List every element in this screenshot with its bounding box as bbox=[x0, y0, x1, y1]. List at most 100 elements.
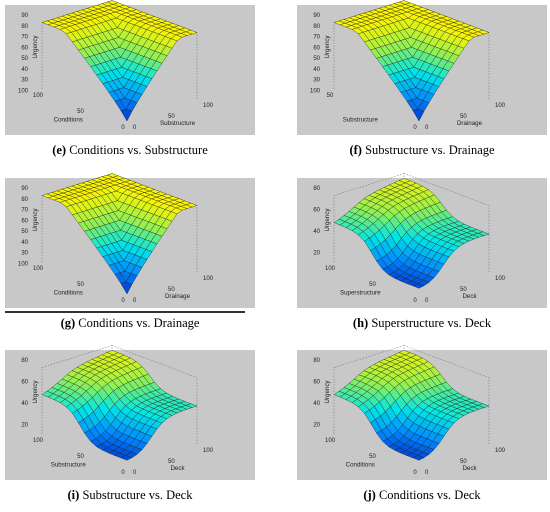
z-tick-label: 100 bbox=[18, 88, 29, 94]
surface-plot: 80 60 40 20 Urgency 100 50 0 Substructure 0 50 100 D… bbox=[5, 345, 255, 480]
surface-mesh bbox=[41, 0, 198, 122]
y-tick-label: 0 bbox=[425, 125, 429, 131]
caption: (e) Conditions vs. Substructure bbox=[5, 143, 255, 158]
x-axis-title: Superstructure bbox=[340, 289, 381, 296]
box-edge bbox=[403, 345, 490, 378]
x-axis-title: Substructure bbox=[51, 461, 87, 468]
surface-plot: 80 60 40 20 Urgency 100 50 0 Conditions 0 50 100 Dec… bbox=[297, 345, 547, 480]
z-axis: 90 80 70 60 50 40 30 100 Urgency bbox=[18, 186, 39, 267]
z-tick-label: 60 bbox=[21, 380, 28, 386]
x-axis-title: Substructure bbox=[343, 116, 379, 123]
x-tick-label: 50 bbox=[77, 282, 84, 288]
surface-svg: 80604020Urgency100500Superstructure05010… bbox=[313, 173, 506, 304]
z-tick-label: 80 bbox=[21, 358, 28, 364]
caption: (j) Conditions vs. Deck bbox=[297, 488, 547, 503]
z-axis-title: Urgency bbox=[32, 380, 39, 404]
z-tick-label: 80 bbox=[21, 24, 28, 30]
surface-mesh bbox=[41, 173, 198, 295]
y-axis: 0 50 100 Drainage bbox=[425, 103, 506, 131]
z-tick-label: 20 bbox=[21, 423, 28, 429]
y-tick-label: 100 bbox=[495, 103, 506, 109]
z-axis: 90 80 70 60 50 40 30 100 Urgency bbox=[310, 13, 331, 94]
y-axis-title: Deck bbox=[462, 293, 477, 300]
y-axis: 0 50 100 Deck bbox=[425, 448, 506, 476]
y-tick-label: 50 bbox=[168, 287, 175, 293]
surface-patch bbox=[412, 455, 425, 461]
z-axis: 80 60 40 20 Urgency bbox=[313, 358, 331, 429]
surface-plot: 90 80 70 60 50 40 30 100 Urgency 100 50 0 Conditions… bbox=[5, 173, 255, 308]
caption-text: Conditions vs. Drainage bbox=[78, 316, 200, 330]
surface-svg: 80 60 40 20 Urgency 100 50 0 Substructure 0 50 100 D… bbox=[21, 345, 214, 476]
y-tick-label: 100 bbox=[203, 276, 214, 282]
z-tick-label: 90 bbox=[21, 186, 28, 192]
y-axis: 0 50 100 Substructure bbox=[133, 103, 214, 131]
panel-j: 80 60 40 20 Urgency 100 50 0 Conditions 0 50 100 Dec… bbox=[297, 345, 547, 510]
z-tick-label: 30 bbox=[313, 78, 320, 84]
surface-patch bbox=[120, 108, 133, 122]
z-axis-title: Urgency bbox=[32, 35, 39, 59]
caption-text: Conditions vs. Deck bbox=[378, 488, 481, 502]
z-tick-label: 30 bbox=[21, 251, 28, 257]
caption: (g) Conditions vs. Drainage bbox=[5, 316, 255, 331]
caption: (h) Superstructure vs. Deck bbox=[297, 316, 547, 331]
x-tick-label: 0 bbox=[413, 125, 417, 131]
x-axis: 100 50 0 Conditions bbox=[33, 93, 125, 131]
z-axis: 80 60 40 20 Urgency bbox=[21, 358, 39, 429]
z-tick-label: 40 bbox=[313, 67, 320, 73]
box-edge bbox=[41, 345, 113, 368]
y-tick-label: 100 bbox=[203, 103, 214, 109]
caption-text: Superstructure vs. Deck bbox=[371, 316, 492, 330]
surface-mesh bbox=[333, 350, 490, 461]
z-axis-title: Urgency bbox=[324, 208, 331, 232]
surface-plot: 90 80 70 60 50 40 30 100 Urgency 50 0 Substructure 0… bbox=[297, 0, 547, 135]
surface-patch bbox=[120, 281, 133, 295]
surface-plot: 90 80 70 60 50 40 30 100 Urgency 100 50 0 Conditions… bbox=[5, 0, 255, 135]
y-tick-label: 0 bbox=[425, 298, 429, 304]
y-tick-label: 0 bbox=[133, 298, 137, 304]
z-tick-label: 50 bbox=[21, 229, 28, 235]
z-tick-label: 50 bbox=[313, 56, 320, 62]
x-axis: 100 50 0 Conditions bbox=[325, 438, 417, 476]
surface-svg: 90 80 70 60 50 40 30 100 Urgency 100 50 0 Conditions… bbox=[18, 173, 214, 304]
z-axis: 90 80 70 60 50 40 30 100 Urgency bbox=[18, 13, 39, 94]
z-tick-label: 80 bbox=[21, 197, 28, 203]
surface-svg: 90 80 70 60 50 40 30 100 Urgency 50 0 Substructure 0… bbox=[310, 0, 506, 131]
y-tick-label: 0 bbox=[425, 470, 429, 476]
panel-i: 80 60 40 20 Urgency 100 50 0 Substructure 0 50 100 D… bbox=[5, 345, 255, 510]
x-tick-label: 50 bbox=[369, 282, 376, 288]
z-tick-label: 80 bbox=[313, 24, 320, 30]
z-tick-label: 80 bbox=[313, 186, 320, 192]
y-axis: 0 50 100 Deck bbox=[425, 276, 506, 304]
caption-text: Substructure vs. Deck bbox=[82, 488, 193, 502]
caption-text: Conditions vs. Substructure bbox=[69, 143, 208, 157]
panel-label: (e) bbox=[52, 143, 67, 157]
x-tick-label: 100 bbox=[325, 438, 336, 444]
panel-h: 80 60 40 20 Urgency 100 50 0 Superstructure 0 50 10… bbox=[297, 173, 547, 338]
z-tick-label: 100 bbox=[310, 88, 321, 94]
box-edge bbox=[111, 345, 198, 378]
box-edge bbox=[333, 345, 405, 368]
z-tick-label: 40 bbox=[313, 229, 320, 235]
surface-plot: 80 60 40 20 Urgency 100 50 0 Superstructure 0 50 10… bbox=[297, 173, 547, 308]
y-axis: 0 50 100 Deck bbox=[133, 448, 214, 476]
panel-e: 90 80 70 60 50 40 30 100 Urgency 100 50 0 Conditions… bbox=[5, 0, 255, 165]
z-tick-label: 60 bbox=[21, 45, 28, 51]
box-edge bbox=[403, 173, 490, 206]
surface-mesh bbox=[333, 0, 490, 122]
x-tick-label: 50 bbox=[77, 109, 84, 115]
divider-line bbox=[5, 311, 245, 313]
y-axis-title: Deck bbox=[462, 465, 477, 472]
y-tick-label: 50 bbox=[460, 459, 467, 465]
y-tick-label: 50 bbox=[168, 459, 175, 465]
surface-patch bbox=[412, 108, 425, 122]
x-axis-title: Conditions bbox=[54, 116, 83, 123]
x-tick-label: 0 bbox=[413, 470, 417, 476]
caption: (i) Substructure vs. Deck bbox=[5, 488, 255, 503]
y-tick-label: 100 bbox=[495, 276, 506, 282]
y-tick-label: 0 bbox=[133, 125, 137, 131]
surface-mesh bbox=[41, 350, 198, 461]
panel-label: (i) bbox=[67, 488, 80, 502]
x-tick-label: 0 bbox=[413, 298, 417, 304]
y-tick-label: 0 bbox=[133, 470, 137, 476]
x-axis-title: Conditions bbox=[346, 461, 375, 468]
